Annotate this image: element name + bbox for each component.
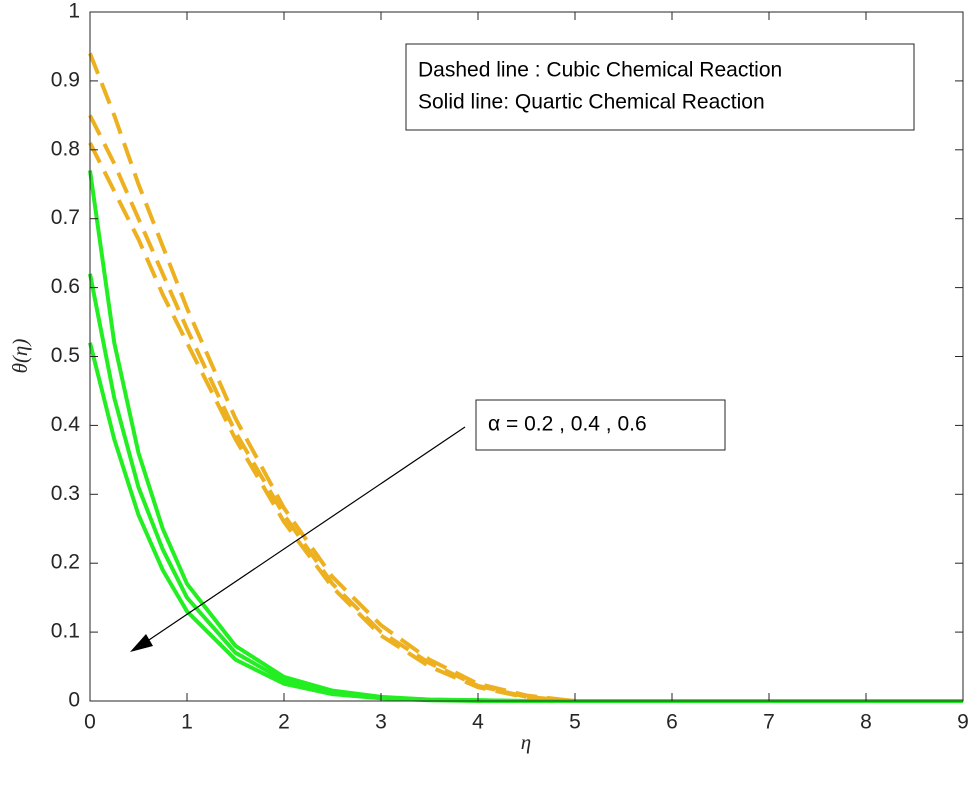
annotation: Dashed line : Cubic Chemical Reaction xyxy=(418,59,782,82)
x-tick-label: 5 xyxy=(569,711,581,734)
x-axis-label: η xyxy=(521,730,531,754)
annotation: α = 0.2 , 0.4 , 0.6 xyxy=(488,413,647,436)
y-tick-label: 0.5 xyxy=(51,344,80,367)
y-tick-label: 0.2 xyxy=(51,551,80,574)
y-tick-label: 0.7 xyxy=(51,206,80,229)
data-line xyxy=(88,52,963,703)
arrow-head xyxy=(130,634,153,652)
x-tick-label: 4 xyxy=(472,711,484,734)
x-tick-label: 8 xyxy=(860,711,872,734)
y-tick-label: 1 xyxy=(68,0,80,23)
y-tick-label: 0.4 xyxy=(51,413,81,436)
y-tick-label: 0 xyxy=(68,689,80,712)
x-tick-label: 7 xyxy=(763,711,775,734)
y-tick-label: 0.1 xyxy=(51,620,80,643)
x-tick-label: 2 xyxy=(278,711,290,734)
y-tick-label: 0.6 xyxy=(51,275,80,298)
x-tick-label: 0 xyxy=(84,711,96,734)
x-tick-label: 1 xyxy=(181,711,193,734)
legend-box xyxy=(405,43,915,131)
y-tick-label: 0.9 xyxy=(51,68,80,91)
arrow xyxy=(139,426,466,647)
x-tick-label: 3 xyxy=(375,711,387,734)
y-axis-label: θ(η) xyxy=(8,339,32,374)
y-tick-label: 0.3 xyxy=(51,482,80,505)
x-tick-label: 6 xyxy=(666,711,678,734)
annotation-box xyxy=(475,399,726,451)
y-tick-label: 0.8 xyxy=(51,137,80,160)
annotation: Solid line: Quartic Chemical Reaction xyxy=(418,91,765,114)
x-tick-label: 9 xyxy=(957,711,969,734)
